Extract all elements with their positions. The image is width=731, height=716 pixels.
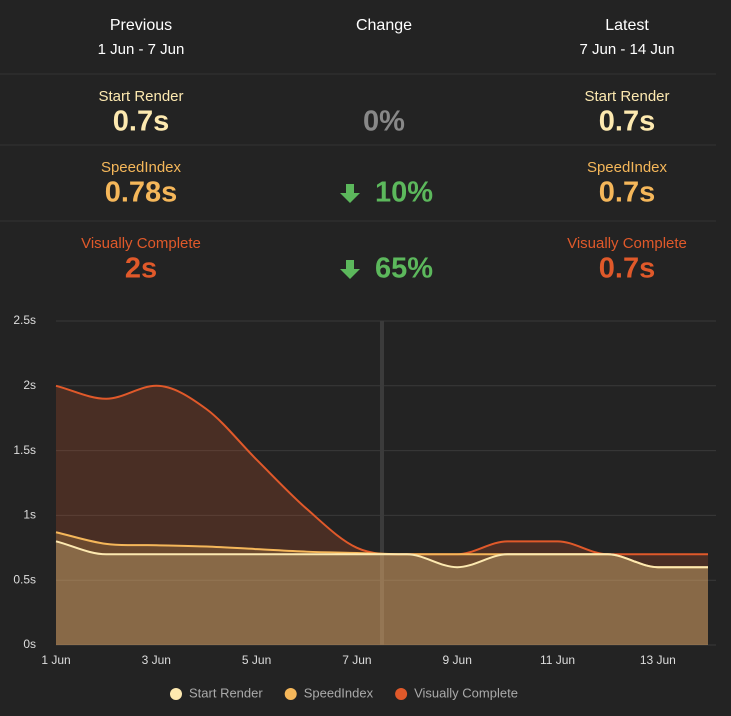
down-arrow xyxy=(340,184,360,203)
y-tick-label: 1s xyxy=(23,508,36,522)
x-tick-label: 1 Jun xyxy=(41,653,70,667)
legend-label: SpeedIndex xyxy=(304,685,374,700)
legend-marker xyxy=(170,688,182,700)
metric-value: 0.7s xyxy=(599,253,655,285)
date-range: 7 Jun - 14 Jun xyxy=(579,41,674,58)
metric-value: 0.78s xyxy=(105,177,178,209)
column-title: Previous xyxy=(110,17,172,34)
legend-label: Start Render xyxy=(189,685,263,700)
x-tick-label: 13 Jun xyxy=(640,653,676,667)
metric-name: Start Render xyxy=(98,88,183,105)
x-tick-label: 5 Jun xyxy=(242,653,271,667)
y-tick-label: 2s xyxy=(23,378,36,392)
series-line xyxy=(55,540,708,569)
series-area xyxy=(56,532,708,645)
y-tick-label: 0.5s xyxy=(13,572,36,586)
metric-name: Visually Complete xyxy=(567,235,687,252)
metric-value: 0.7s xyxy=(599,177,655,209)
metric-name: SpeedIndex xyxy=(101,159,182,176)
y-tick-label: 1.5s xyxy=(13,443,36,457)
x-tick-label: 3 Jun xyxy=(142,653,171,667)
chart: 0s 0.5s 1s 1.5s 2s 2.5s 1 Jun 3 Jun 5 Jun 7 Jun 9 … xyxy=(13,313,716,700)
column-title: Change xyxy=(356,17,412,34)
x-tick-label: 11 Jun xyxy=(540,653,575,667)
x-tick-label: 7 Jun xyxy=(342,653,371,667)
series-area xyxy=(56,541,708,645)
change-value: 0% xyxy=(363,106,405,138)
metric-value: 0.7s xyxy=(113,106,169,138)
column-title: Latest xyxy=(605,17,649,34)
legend-label: Visually Complete xyxy=(414,685,518,700)
series-area xyxy=(56,385,708,645)
change-value: 10% xyxy=(375,177,433,209)
period-divider xyxy=(380,321,384,645)
legend-marker xyxy=(284,688,297,700)
change-value: 65% xyxy=(375,253,433,285)
metric-name: SpeedIndex xyxy=(587,159,668,176)
metric-name: Start Render xyxy=(584,88,669,105)
legend-marker xyxy=(395,688,408,700)
metric-name: Visually Complete xyxy=(81,235,201,252)
y-tick-label: 2.5s xyxy=(13,313,36,327)
x-tick-label: 9 Jun xyxy=(443,653,472,667)
metric-value: 2s xyxy=(125,253,157,285)
y-tick-label: 0s xyxy=(23,637,36,651)
metric-value: 0.7s xyxy=(599,106,655,138)
date-range: 1 Jun - 7 Jun xyxy=(98,41,185,58)
down-arrow xyxy=(340,260,360,279)
